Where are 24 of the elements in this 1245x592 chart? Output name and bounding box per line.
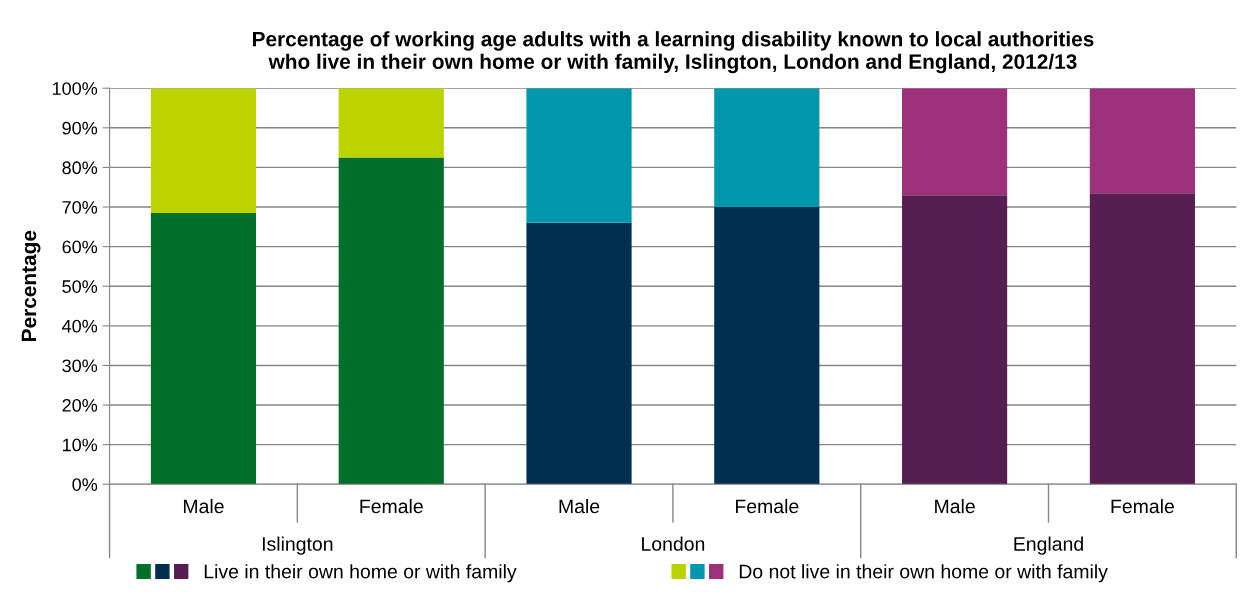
y-tick-label: 50% xyxy=(62,280,98,293)
y-tick-label: 70% xyxy=(62,200,98,214)
x-tick-label: Female xyxy=(736,498,799,514)
y-tick-label: 30% xyxy=(62,359,98,373)
y-tick-label: 40% xyxy=(62,319,98,333)
x-tick-label: Female xyxy=(360,498,423,514)
legend-label: Do not live in their own home or with family xyxy=(739,564,1108,583)
legend-label: Live in their own home or with family xyxy=(204,564,517,583)
y-tick-label: 80% xyxy=(62,161,98,175)
x-tick-label: Female xyxy=(1111,498,1174,514)
x-tick-label: Male xyxy=(183,498,224,514)
text: Islington xyxy=(262,536,333,555)
chart-title: Percentage of working age adults with a learning disability known to local authorities who live in their own home or with family, Islington, London and England, 2012/13 xyxy=(252,31,1094,74)
text: London xyxy=(642,536,705,551)
y-tick-label: 0% xyxy=(72,478,98,491)
x-tick-label: Male xyxy=(935,498,975,514)
text: England xyxy=(1014,536,1083,555)
y-tick-label: 100% xyxy=(52,82,98,95)
y-tick-label: 60% xyxy=(62,240,98,254)
y-axis-title: Percentage xyxy=(21,230,41,341)
y-tick-label: 20% xyxy=(62,398,98,412)
y-tick-label: 90% xyxy=(62,121,98,135)
x-tick-label: Male xyxy=(559,498,600,514)
y-tick-label: 10% xyxy=(62,438,98,452)
